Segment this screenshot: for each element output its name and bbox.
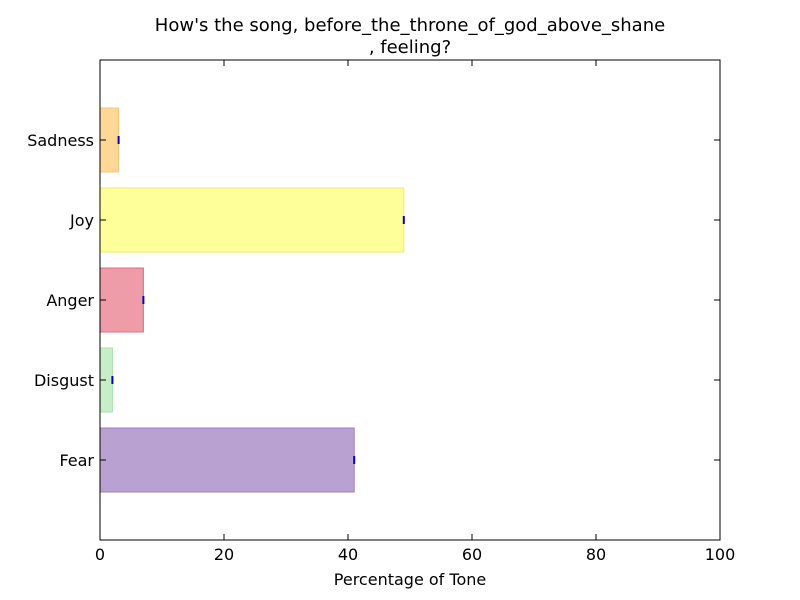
bar-fear (99, 427, 355, 493)
x-tick-label: 40 (338, 545, 358, 564)
x-axis-label: Percentage of Tone (334, 570, 486, 589)
bar-anger (99, 267, 144, 333)
y-tick-label-fear: Fear (59, 451, 94, 470)
y-tick-label-disgust: Disgust (34, 371, 94, 390)
chart-title-line-1: How's the song, before_the_throne_of_god… (155, 15, 665, 36)
plot-area: 0 20 40 60 80 100 Fear Disgust Anger Joy Sadness (27, 59, 736, 564)
chart-title-line-2: , feeling? (369, 37, 451, 58)
y-tick-label-sadness: Sadness (27, 131, 94, 150)
chart-title: How's the song, before_the_throne_of_god… (155, 15, 665, 58)
x-tick-label: 20 (214, 545, 234, 564)
x-tick-label: 80 (586, 545, 606, 564)
x-tick-label: 100 (705, 545, 736, 564)
x-tick-label: 60 (462, 545, 482, 564)
bar-joy (99, 187, 405, 253)
y-tick-label-joy: Joy (69, 211, 94, 230)
x-tick-label: 0 (95, 545, 105, 564)
y-tick-label-anger: Anger (46, 291, 94, 310)
